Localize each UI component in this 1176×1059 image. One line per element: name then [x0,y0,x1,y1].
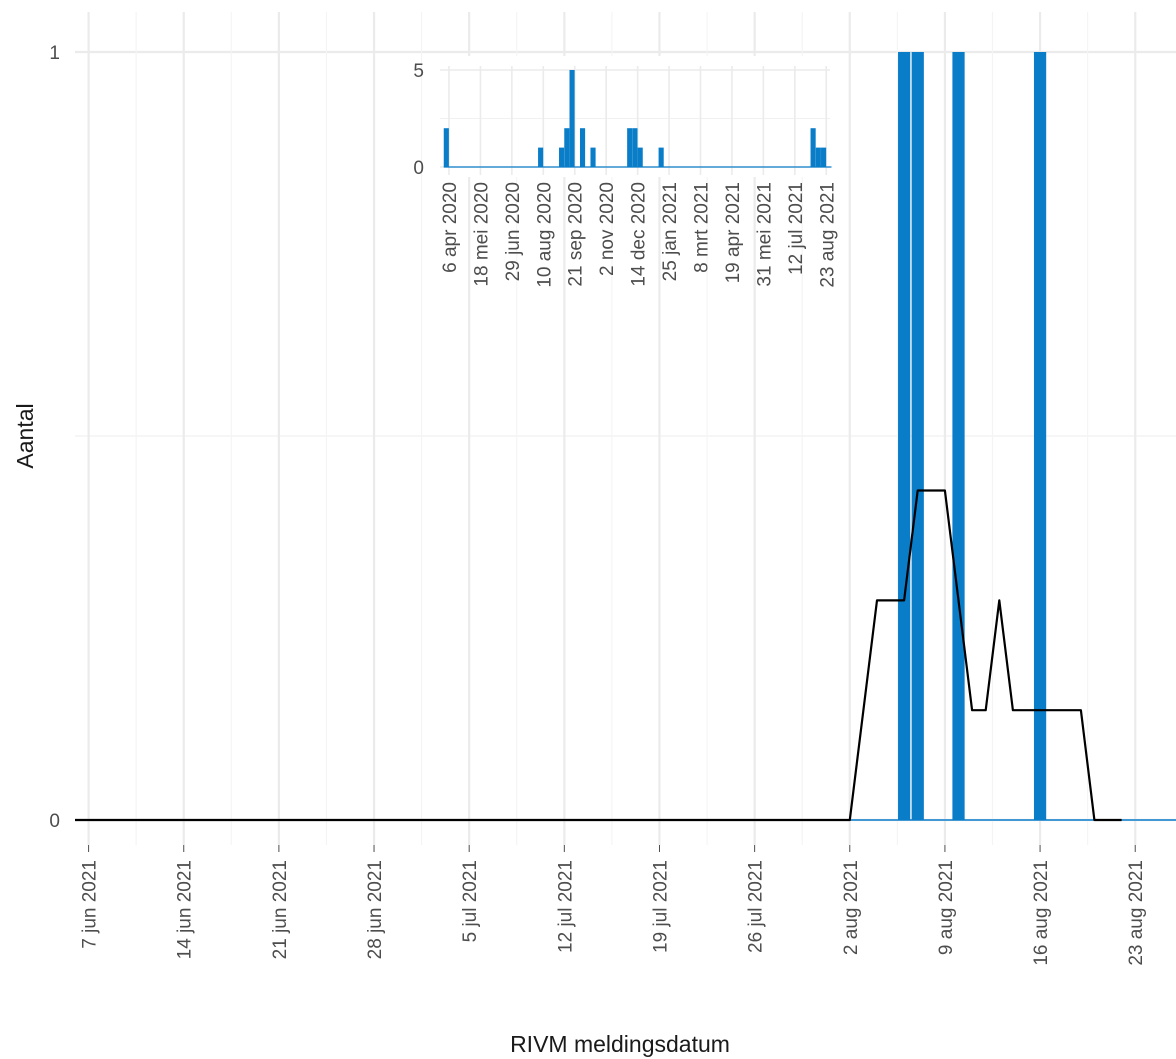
inset-x-tick-label: 31 mei 2021 [754,182,775,287]
x-tick-label: 26 jul 2021 [746,860,767,953]
x-axis-title: RIVM meldingsdatum [510,1031,730,1057]
inset-bar [632,128,638,167]
inset-bar [815,147,821,167]
y-tick-label: 0 [49,811,60,832]
bar [952,52,965,820]
inset-x-tick-label: 6 apr 2020 [440,182,461,273]
x-tick-label: 16 aug 2021 [1031,860,1052,966]
x-axis-ticks: 7 jun 2021 14 jun 2021 21 jun 2021 28 jun 2… [80,845,1147,966]
inset-y-axis-ticks: 05 [413,61,424,179]
x-tick-label: 28 jun 2021 [365,860,386,959]
inset-x-tick-label: 8 mrt 2021 [691,182,712,273]
y-tick-label: 1 [49,43,60,64]
x-tick-label: 23 aug 2021 [1126,860,1147,966]
inset-x-tick-label: 14 dec 2020 [629,182,650,287]
inset-bar [658,147,664,167]
inset-gridlines [435,56,835,177]
main-bars [849,52,1176,821]
inset-bar [443,128,449,167]
inset-bar [559,147,565,167]
inset-y-tick-label: 0 [413,158,424,179]
y-axis-title: Aantal [12,403,38,468]
inset-chart: 05 6 apr 2020 18 mei 2020 29 jun 2020 10 au… [413,56,838,288]
x-tick-label: 14 jun 2021 [175,860,196,959]
inset-x-axis-ticks: 6 apr 2020 18 mei 2020 29 jun 2020 10 aug 2… [440,182,838,288]
inset-bar [569,70,575,167]
inset-bar [579,128,586,167]
inset-bar [538,147,544,167]
inset-x-tick-label: 21 sep 2020 [566,182,587,287]
inset-x-tick-label: 2 nov 2020 [597,182,618,276]
inset-x-tick-label: 18 mei 2020 [471,182,492,287]
inset-bar [821,147,827,167]
x-tick-label: 2 aug 2021 [841,860,862,955]
x-tick-label: 5 jul 2021 [460,860,481,942]
inset-bars [443,70,832,168]
inset-x-tick-label: 19 apr 2021 [723,182,744,283]
inset-x-tick-label: 29 jun 2020 [503,182,524,281]
bar [1033,52,1047,820]
bar [898,52,911,820]
inset-x-tick-label: 10 aug 2020 [534,182,555,288]
inset-x-tick-label: 23 aug 2021 [817,182,838,288]
inset-bar [810,128,816,167]
inset-bar [627,128,633,167]
inset-x-tick-label: 12 jul 2021 [786,182,807,275]
moving-average-line [75,489,1122,822]
y-axis-ticks: 01 [49,43,60,832]
inset-bar [564,128,570,167]
inset-y-tick-label: 5 [413,61,424,82]
x-tick-label: 9 aug 2021 [936,860,957,955]
x-tick-label: 7 jun 2021 [80,860,101,949]
x-tick-label: 12 jul 2021 [555,860,576,953]
inset-x-tick-label: 25 jan 2021 [660,182,681,281]
line-series [75,489,1122,822]
inset-bar [590,147,596,167]
x-tick-label: 19 jul 2021 [650,860,671,953]
inset-bar [637,147,643,167]
bar [911,52,924,820]
x-tick-label: 21 jun 2021 [270,860,291,959]
